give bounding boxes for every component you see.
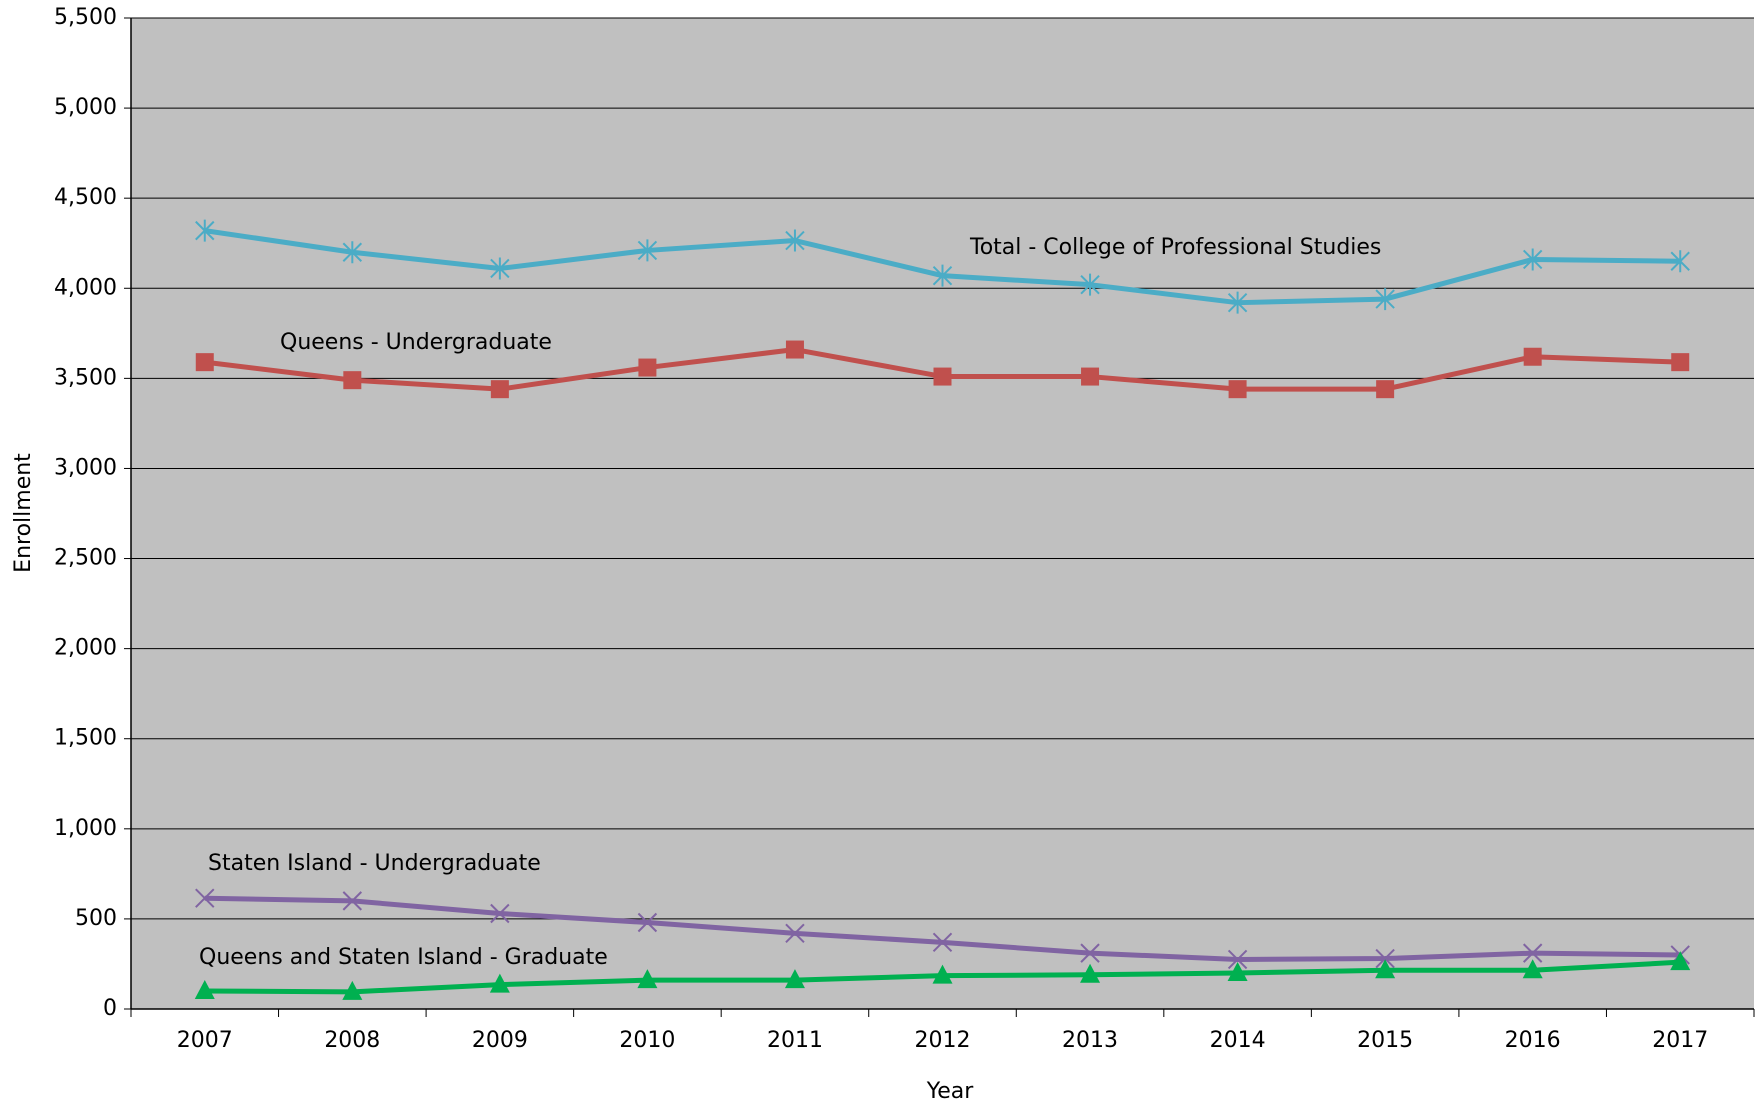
marker (195, 219, 215, 242)
series-label: Queens - Undergraduate (280, 330, 552, 355)
y-tick-label: 2,000 (54, 636, 117, 661)
y-tick-label: 5,500 (54, 5, 117, 30)
marker (785, 923, 805, 944)
marker (1522, 959, 1543, 979)
marker (1080, 273, 1100, 296)
y-tick-label: 4,000 (54, 275, 117, 300)
marker (932, 932, 953, 953)
x-tick-label: 2008 (324, 1028, 380, 1053)
marker (489, 973, 510, 993)
marker (1375, 288, 1395, 311)
marker (1375, 959, 1396, 979)
marker (490, 380, 509, 399)
x-tick-label: 2014 (1210, 1028, 1266, 1053)
marker (194, 979, 215, 999)
y-tick-label: 3,500 (54, 365, 117, 390)
marker (1670, 250, 1690, 273)
marker (1080, 963, 1101, 983)
y-tick-label: 500 (75, 906, 117, 931)
marker (932, 264, 953, 287)
marker (1227, 949, 1248, 970)
marker (784, 969, 805, 989)
y-tick-label: 5,000 (54, 95, 117, 120)
series-label: Queens and Staten Island - Graduate (199, 945, 608, 970)
x-tick-label: 2009 (472, 1028, 528, 1053)
marker (785, 229, 805, 252)
marker (785, 340, 804, 359)
y-tick-label: 0 (103, 996, 117, 1021)
series-label: Total - College of Professional Studies (969, 235, 1381, 260)
marker (933, 367, 952, 386)
marker (1523, 347, 1542, 366)
y-axis-label: Enrollment (11, 453, 36, 573)
x-tick-label: 2007 (177, 1028, 233, 1053)
marker (1522, 943, 1543, 963)
marker (1376, 380, 1395, 399)
series-label: Staten Island - Undergraduate (208, 851, 541, 876)
marker (637, 239, 658, 262)
y-tick-label: 1,000 (54, 816, 117, 841)
marker (490, 903, 510, 924)
plot-area (131, 18, 1754, 1009)
y-tick-label: 3,000 (54, 455, 117, 480)
x-tick-label: 2011 (767, 1028, 823, 1053)
x-tick-label: 2015 (1357, 1028, 1413, 1053)
marker (637, 969, 658, 989)
marker (1522, 248, 1543, 271)
marker (637, 912, 658, 933)
marker (1228, 380, 1247, 399)
marker (1227, 961, 1248, 981)
x-tick-label: 2017 (1652, 1028, 1708, 1053)
x-tick-label: 2013 (1062, 1028, 1118, 1053)
marker (342, 891, 363, 911)
y-tick-label: 2,500 (54, 546, 117, 571)
marker (195, 353, 214, 372)
marker (638, 358, 657, 377)
marker (343, 371, 362, 390)
x-axis-label: Year (926, 1079, 975, 1104)
marker (1081, 367, 1100, 386)
y-tick-label: 1,500 (54, 726, 117, 751)
x-tick-label: 2010 (619, 1028, 675, 1053)
y-tick-label: 4,500 (54, 185, 117, 210)
marker (932, 964, 953, 984)
marker (490, 257, 510, 280)
marker (342, 980, 363, 1000)
marker (1227, 291, 1248, 314)
marker (1080, 943, 1100, 963)
marker (195, 888, 215, 908)
marker (1671, 353, 1690, 372)
marker (1670, 951, 1691, 971)
marker (1375, 948, 1395, 969)
marker (342, 241, 363, 264)
x-tick-label: 2012 (915, 1028, 971, 1053)
x-tick-label: 2016 (1505, 1028, 1561, 1053)
